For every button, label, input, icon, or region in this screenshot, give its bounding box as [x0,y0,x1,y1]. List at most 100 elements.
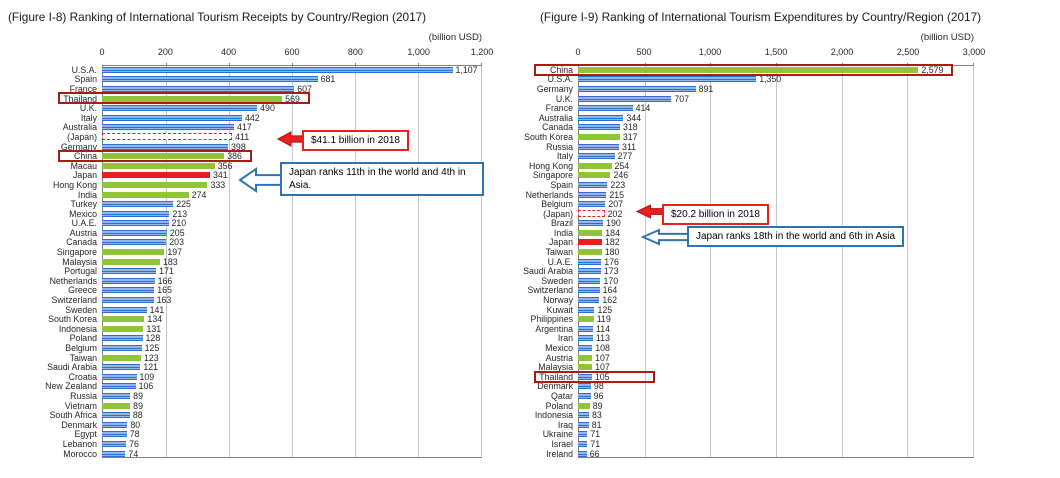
category-label: Japan [549,237,573,248]
bar [102,191,189,198]
bar-zone: 490 [102,103,482,113]
x-tick-label: 800 [347,47,363,57]
bar-zone: 891 [578,84,974,94]
value-label: 180 [604,247,620,258]
bar-zone: 176 [578,257,974,267]
chart-row: Japan 182 [512,237,974,248]
expenditures-unit-label: (billion USD) [920,32,974,43]
value-label: 74 [128,448,139,459]
bar [578,143,620,150]
bar-zone: 96 [578,391,974,401]
value-label: 176 [604,256,619,267]
chart-row: Kuwait 125 [512,305,974,315]
x-tick-label: 1,000 [698,47,722,57]
value-label: 125 [144,343,160,354]
plot-area: U.S.A. 1,107 Spain 681 France 607 Thailand 569 U… [8,63,484,459]
value-label: 170 [603,275,619,286]
category-label: Spain [74,74,98,85]
x-tick-label: 600 [284,47,300,57]
bar-zone: 89 [102,401,482,411]
bar [102,431,127,438]
category-label: Australia [538,112,573,123]
chart-row: Philippines 119 [512,314,974,324]
bar-zone: 66 [578,449,974,459]
chart-row: Canada 203 [8,237,482,248]
chart-row: South Korea 134 [8,314,482,324]
bar-zone: 105 [578,372,974,382]
bar [578,345,593,352]
value-label: 207 [608,199,623,210]
bar [102,181,208,188]
value-label: 105 [594,371,610,382]
chart-row: Saudi Arabia 173 [512,266,974,276]
category-label: Austria [545,352,573,363]
value-label: 89 [133,390,143,401]
chart-row: Switzerland 163 [8,295,482,305]
bar [578,450,587,457]
chart-row: South Korea 317 [512,132,974,142]
category-label: India [77,189,97,200]
category-label: Mexico [545,343,573,354]
bar [578,287,600,294]
receipts-chart: (Figure I-8) Ranking of International To… [8,9,493,459]
bar-zone: 274 [102,190,482,200]
bar [102,335,143,342]
category-label: Portugal [64,266,97,277]
bar [102,114,242,121]
chart-row: Australia 417 [8,122,482,132]
value-label: 215 [609,189,625,200]
chart-row: Italy 442 [8,113,482,123]
chart-row: Ireland 66 [512,449,974,459]
category-label: Israel [551,438,573,449]
chart-row: Netherlands 166 [8,276,482,286]
bar-zone: 165 [102,285,482,295]
category-label: Singapore [532,170,573,181]
chart-row: Belgium 207 [512,199,974,209]
bar [102,143,229,150]
x-tick-label: 2,000 [830,47,854,57]
value-label: 318 [622,122,638,133]
bar [102,268,157,275]
bar [102,229,167,236]
chart-row: Spain 681 [8,74,482,85]
chart-row: New Zealand 106 [8,381,482,391]
category-label: Taiwan [545,247,573,258]
value-label: 114 [596,323,611,334]
value-label: 891 [698,83,714,94]
x-tick-label: 2,500 [896,47,920,57]
bar [578,172,611,179]
category-label: Denmark [537,381,573,392]
value-label: 125 [597,304,613,315]
chart-row: Vietnam 89 [8,401,482,411]
chart-row: Egypt 78 [8,429,482,440]
bar [102,450,126,457]
value-label: 386 [227,151,242,162]
category-label: Brazil [551,218,573,229]
bar [102,249,165,256]
category-label: Turkey [70,199,97,210]
category-label: Belgium [65,343,97,354]
bar [102,364,141,371]
category-label: Netherlands [525,189,573,200]
category-label: Hong Kong [528,160,573,171]
bar-zone: 171 [102,266,482,276]
bar [578,431,588,438]
x-tick-label: 500 [636,47,652,57]
category-label: Mexico [69,208,97,219]
bar [102,153,225,160]
bar [578,383,591,390]
value-label: 344 [626,112,642,123]
bar-zone: 162 [578,295,974,305]
chart-row: Denmark 98 [512,381,974,392]
bar-rows: China 2,579 U.S.A. 1,350 Germany 891 U.K. 707 Fr… [512,65,974,459]
category-label: Saudi Arabia [523,266,573,277]
chart-row: India 274 [8,190,482,200]
value-label: 78 [129,429,140,440]
bar-zone: 213 [102,209,482,219]
chart-row: U.K. 707 [512,94,974,104]
bar [102,325,144,332]
bar-zone: 89 [102,391,482,401]
chart-row: Switzerland 164 [512,285,974,295]
value-label: 203 [169,237,184,248]
bar [578,335,593,342]
